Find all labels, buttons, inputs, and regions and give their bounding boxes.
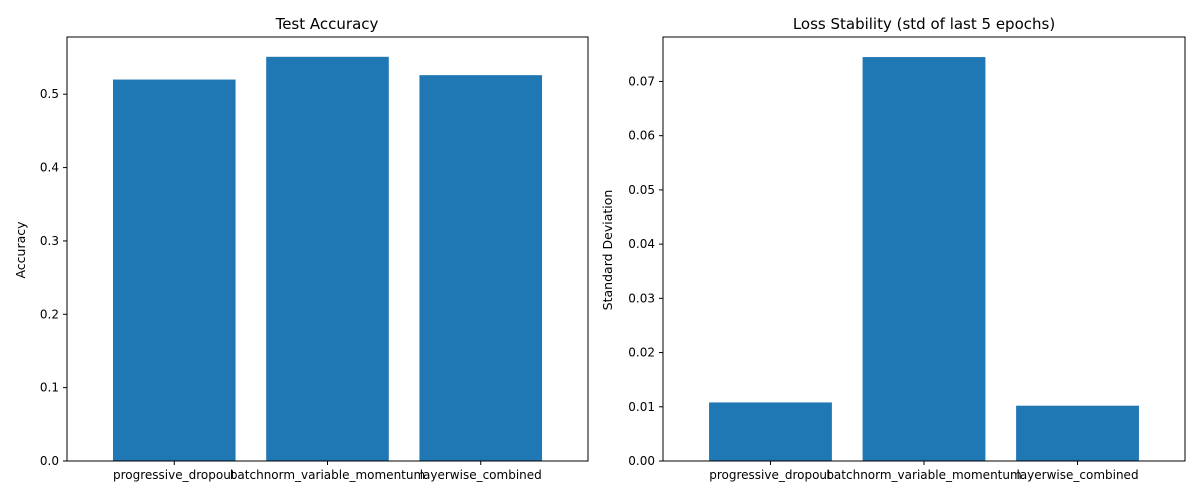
x-tick-label: batchnorm_variable_momentum <box>230 468 425 482</box>
y-tick-label: 0.4 <box>40 161 59 175</box>
bar-batchnorm-variable-momentum <box>266 56 389 462</box>
chart-panel-test-accuracy: Test Accuracy Accuracy 0.00.10.20.30.40.… <box>13 15 589 482</box>
y-axis-label: Accuracy <box>13 221 28 279</box>
x-tick-label: layerwise_combined <box>420 468 542 482</box>
bar-progressive-dropout <box>709 402 832 461</box>
bar-group <box>709 57 1139 462</box>
y-tick-label: 0.5 <box>40 87 59 101</box>
x-tick-label: progressive_dropout <box>113 468 236 482</box>
x-tick-label: layerwise_combined <box>1016 468 1138 482</box>
x-tick-label: batchnorm_variable_momentum <box>826 468 1021 482</box>
chart-panel-loss-stability: Loss Stability (std of last 5 epochs) St… <box>600 15 1186 482</box>
y-tick-label: 0.04 <box>628 237 655 251</box>
y-tick-label: 0.0 <box>40 454 59 468</box>
bar-layerwise-combined <box>419 75 543 462</box>
y-tick-group: 0.00 0.01 0.02 0.03 0.04 0.05 0.06 0.07 <box>628 74 663 468</box>
y-tick-label: 0.00 <box>628 454 655 468</box>
y-tick-label: 0.02 <box>628 346 655 360</box>
y-tick-label: 0.03 <box>628 291 655 305</box>
x-tick-label: progressive_dropout <box>709 468 832 482</box>
bar-layerwise-combined <box>1016 405 1139 461</box>
bar-group <box>112 56 543 462</box>
y-tick-label: 0.05 <box>628 183 655 197</box>
y-tick-label: 0.07 <box>628 74 655 88</box>
y-axis-label: Standard Deviation <box>600 190 615 311</box>
y-tick-label: 0.01 <box>628 400 655 414</box>
y-tick-label: 0.06 <box>628 129 655 143</box>
chart-title: Loss Stability (std of last 5 epochs) <box>793 15 1055 33</box>
y-tick-label: 0.3 <box>40 234 59 248</box>
x-tick-group: progressive_dropoutbatchnorm_variable_mo… <box>113 461 542 482</box>
axes-frame <box>66 36 589 462</box>
axes-frame <box>662 36 1186 462</box>
y-tick-group: 0.0 0.1 0.2 0.3 0.4 0.5 <box>40 87 67 468</box>
y-tick-label: 0.1 <box>40 381 59 395</box>
chart-title: Test Accuracy <box>275 15 379 33</box>
bar-progressive-dropout <box>112 79 236 461</box>
x-tick-group: progressive_dropoutbatchnorm_variable_mo… <box>709 461 1139 482</box>
bar-batchnorm-variable-momentum <box>862 57 986 462</box>
y-tick-label: 0.2 <box>40 307 59 321</box>
